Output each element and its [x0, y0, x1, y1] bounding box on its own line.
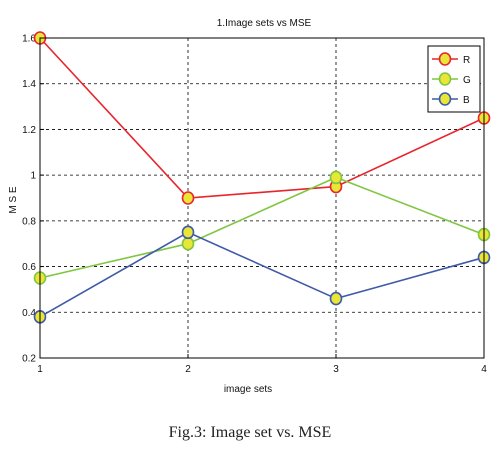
data-point-B — [181, 225, 195, 240]
legend-label: G — [463, 75, 471, 86]
y-tick-label: 0.2 — [22, 354, 36, 365]
legend-label: R — [463, 55, 470, 66]
data-point-G — [329, 170, 343, 185]
chart-title: 1.Image sets vs MSE — [217, 18, 312, 29]
legend-marker — [438, 52, 452, 66]
x-axis-label: image sets — [224, 384, 272, 395]
x-tick-label: 3 — [333, 364, 339, 375]
y-tick-label: 0.8 — [22, 216, 36, 227]
y-tick-label: 0.6 — [22, 262, 36, 273]
legend-item-G: G — [432, 72, 471, 86]
data-point-R — [181, 191, 195, 205]
legend: RGB — [427, 45, 481, 113]
legend-item-B: B — [432, 92, 470, 106]
series-line-B — [39, 231, 485, 318]
figure-caption: Fig.3: Image set vs. MSE — [169, 424, 332, 441]
legend-label: B — [463, 95, 470, 106]
y-tick-label: 1 — [30, 171, 36, 182]
y-axis-label: M S E — [8, 186, 19, 214]
x-tick-label: 4 — [481, 364, 487, 375]
series-line-G — [39, 176, 485, 279]
legend-marker — [438, 72, 452, 86]
y-tick-label: 1.4 — [22, 79, 36, 90]
data-point-G — [181, 236, 195, 251]
plot-frame — [39, 37, 485, 359]
legend-item-R: R — [432, 52, 470, 66]
y-tick-label: 1.2 — [22, 125, 36, 136]
tick-labels: 0.2 0.4 0.6 0.8 1 1.2 1.4 1.6 1 2 3 4 — [22, 34, 487, 376]
x-tick-label: 1 — [37, 364, 43, 375]
y-tick-label: 0.4 — [22, 308, 36, 319]
x-tick-label: 2 — [185, 364, 191, 375]
y-tick-label: 1.6 — [22, 34, 36, 45]
data-point-B — [329, 291, 343, 306]
legend-marker — [438, 92, 452, 106]
series-line-R — [39, 37, 485, 199]
